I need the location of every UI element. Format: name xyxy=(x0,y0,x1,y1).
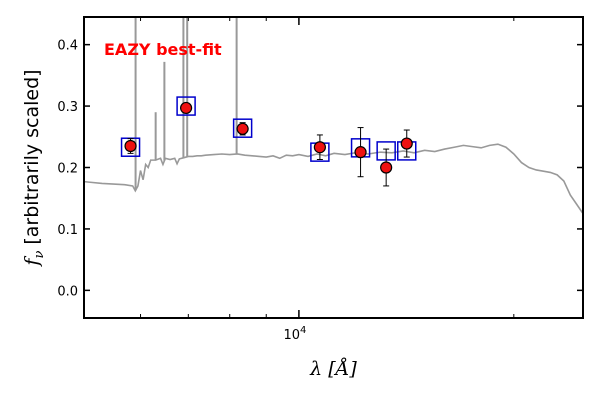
x-axis-label: λ [Å] xyxy=(309,358,357,380)
template-spectrum xyxy=(83,17,584,215)
y-axis-subscript: ν xyxy=(32,251,47,259)
y-axis-text: [arbitrarily scaled] xyxy=(21,69,43,244)
observed-point-2 xyxy=(236,122,249,135)
ytick-label-4: 0.4 xyxy=(57,39,78,54)
observed-point-1 xyxy=(179,101,193,115)
ytick-label-3: 0.3 xyxy=(57,100,78,115)
xtick-exponent: 4 xyxy=(300,325,306,336)
observed-point-3 xyxy=(313,141,326,154)
model-box-1 xyxy=(176,96,196,116)
observed-point-6 xyxy=(400,137,413,150)
template-line xyxy=(83,143,584,215)
ytick-label-2: 0.2 xyxy=(57,162,78,177)
ytick-label-1: 0.1 xyxy=(57,223,78,238)
observed-point-0 xyxy=(124,139,137,153)
ytick-label-0: 0.0 xyxy=(57,284,78,299)
y-axis-symbol: f xyxy=(21,256,43,268)
observed-photometry xyxy=(124,101,413,187)
legend-label: EAZY best-fit xyxy=(104,40,222,59)
model-box-2 xyxy=(232,118,253,138)
observed-point-4 xyxy=(354,146,367,159)
y-axis-label: fν [arbitrarily scaled] xyxy=(21,69,47,267)
observed-point-5 xyxy=(380,161,393,174)
plot-frame xyxy=(83,16,584,319)
